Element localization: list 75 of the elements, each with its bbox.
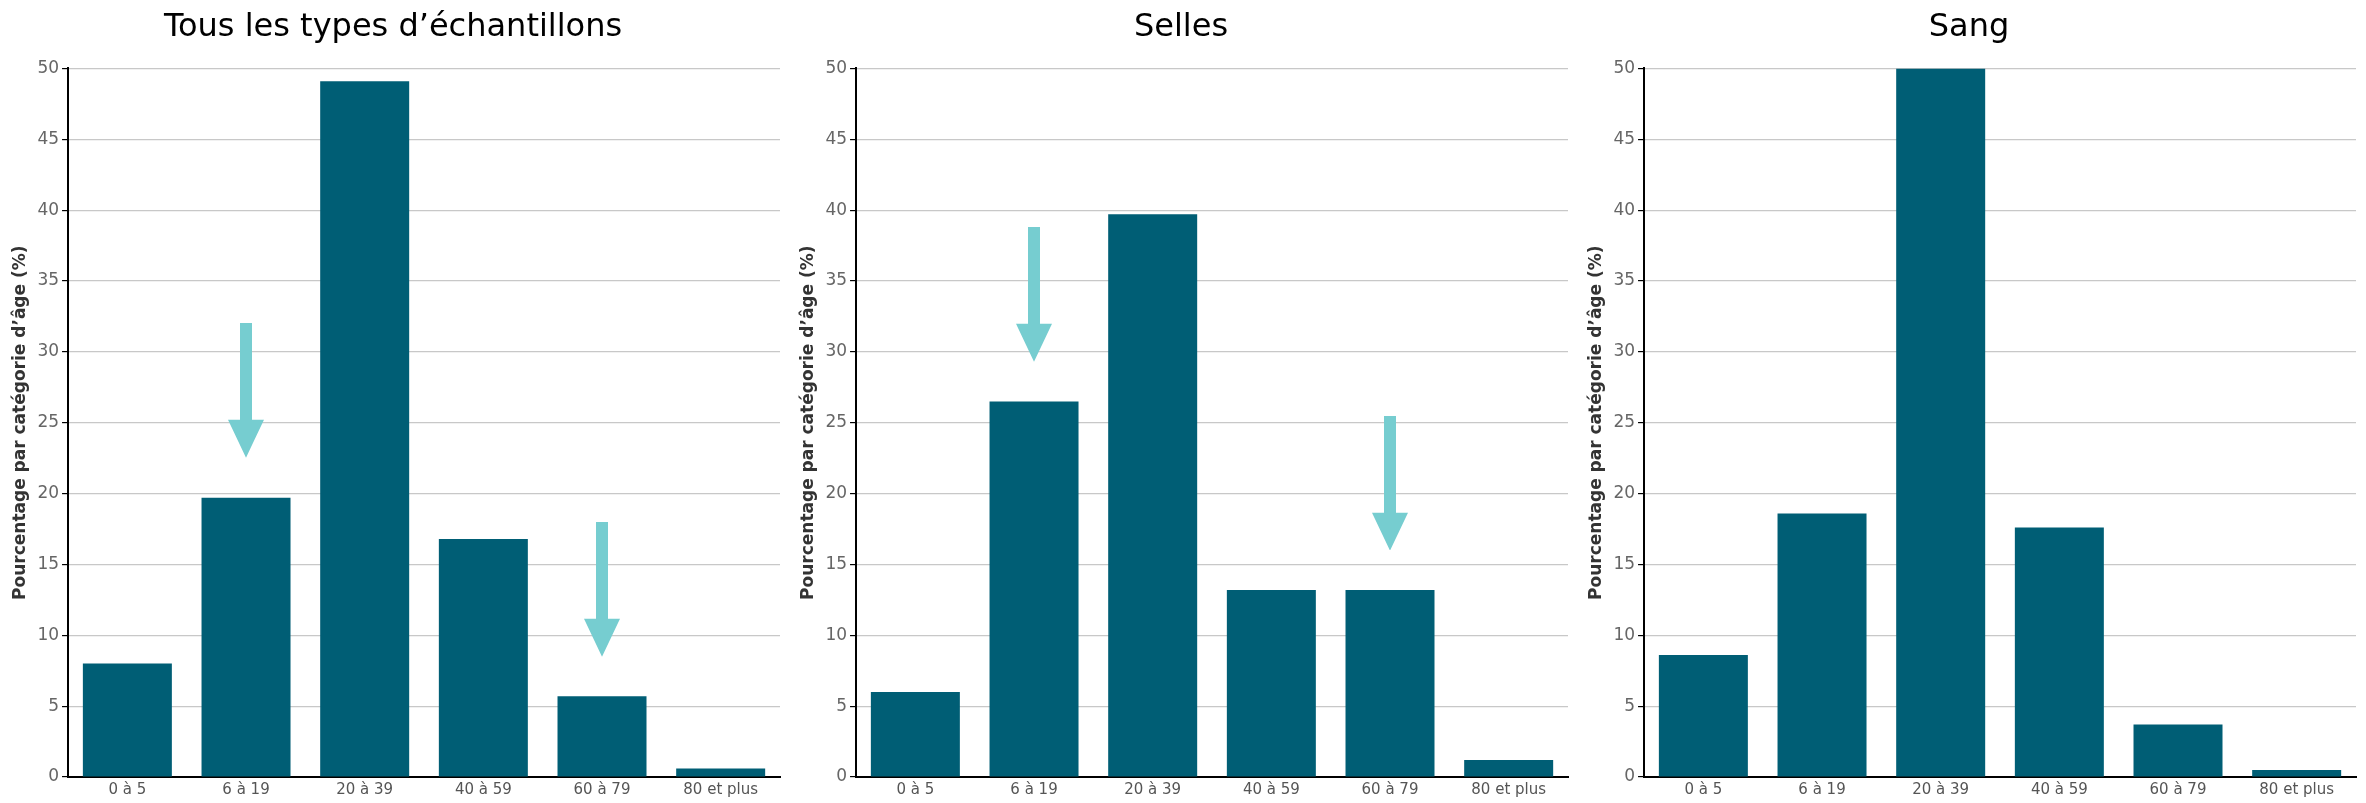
bar [1464, 759, 1554, 777]
chart-title: Tous les types d’échantillons [162, 5, 623, 44]
x-tick-label: 20 à 39 [1912, 779, 1970, 798]
y-tick-label: 10 [37, 623, 60, 644]
y-tick-label: 50 [37, 56, 60, 77]
y-axis-title: Pourcentage par catégorie d’âge (%) [1584, 245, 1605, 600]
x-tick-label: 80 et plus [1471, 779, 1547, 798]
y-tick-label: 10 [1613, 623, 1636, 644]
y-tick-label: 40 [37, 198, 60, 219]
x-tick-label: 40 à 59 [1242, 779, 1300, 798]
y-tick-label: 25 [37, 411, 60, 432]
x-tick-label: 0 à 5 [896, 779, 935, 798]
y-tick-label: 15 [1613, 552, 1636, 573]
chart-title: Selles [1133, 5, 1229, 44]
y-tick-label: 15 [825, 552, 848, 573]
bar [201, 497, 291, 777]
y-tick-label: 10 [825, 623, 848, 644]
bar [2133, 724, 2223, 777]
bar [2014, 527, 2104, 777]
x-tick-label: 60 à 79 [2149, 779, 2207, 798]
bar [870, 691, 960, 777]
y-tick-label: 15 [37, 552, 60, 573]
bar [676, 768, 766, 777]
y-axis-title: Pourcentage par catégorie d’âge (%) [796, 245, 817, 600]
y-tick-label: 35 [1613, 269, 1636, 290]
y-tick-label: 20 [1613, 481, 1636, 502]
x-tick-label: 40 à 59 [454, 779, 512, 798]
x-tick-label: 20 à 39 [336, 779, 394, 798]
bar [1226, 589, 1316, 777]
y-tick-label: 30 [1613, 340, 1636, 361]
y-tick-label: 0 [836, 765, 848, 786]
bar [2252, 769, 2342, 777]
y-tick-label: 20 [825, 481, 848, 502]
bar [1777, 513, 1867, 777]
y-tick-label: 30 [825, 340, 848, 361]
y-tick-label: 5 [48, 694, 60, 715]
x-tick-label: 60 à 79 [1361, 779, 1419, 798]
y-tick-label: 25 [825, 411, 848, 432]
x-tick-label: 6 à 19 [1798, 779, 1846, 798]
y-tick-label: 0 [1624, 765, 1636, 786]
x-tick-label: 0 à 5 [108, 779, 147, 798]
y-tick-label: 30 [37, 340, 60, 361]
y-tick-label: 5 [1624, 694, 1636, 715]
y-tick-label: 35 [37, 269, 60, 290]
x-tick-label: 20 à 39 [1124, 779, 1182, 798]
bar [82, 663, 172, 777]
x-tick-label: 80 et plus [2259, 779, 2335, 798]
y-tick-label: 45 [37, 127, 60, 148]
bar [989, 401, 1079, 777]
bar [557, 696, 647, 777]
x-tick-label: 0 à 5 [1684, 779, 1723, 798]
y-tick-label: 45 [1613, 127, 1636, 148]
bar [320, 81, 410, 777]
bar [1658, 655, 1748, 777]
y-tick-label: 35 [825, 269, 848, 290]
bar [1108, 214, 1198, 777]
bar [438, 538, 528, 777]
x-tick-label: 60 à 79 [573, 779, 631, 798]
y-tick-label: 40 [825, 198, 848, 219]
y-tick-label: 50 [1613, 56, 1636, 77]
x-tick-label: 6 à 19 [222, 779, 270, 798]
x-tick-label: 80 et plus [683, 779, 759, 798]
y-tick-label: 25 [1613, 411, 1636, 432]
y-axis-title: Pourcentage par catégorie d’âge (%) [8, 245, 29, 600]
y-tick-label: 40 [1613, 198, 1636, 219]
chart-title: Sang [1928, 5, 2010, 44]
x-tick-label: 40 à 59 [2030, 779, 2088, 798]
y-tick-label: 50 [825, 56, 848, 77]
y-tick-label: 5 [836, 694, 848, 715]
y-tick-label: 0 [48, 765, 60, 786]
x-tick-label: 6 à 19 [1010, 779, 1058, 798]
y-tick-label: 45 [825, 127, 848, 148]
y-tick-label: 20 [37, 481, 60, 502]
bar [1896, 68, 1986, 777]
bar [1345, 589, 1435, 777]
